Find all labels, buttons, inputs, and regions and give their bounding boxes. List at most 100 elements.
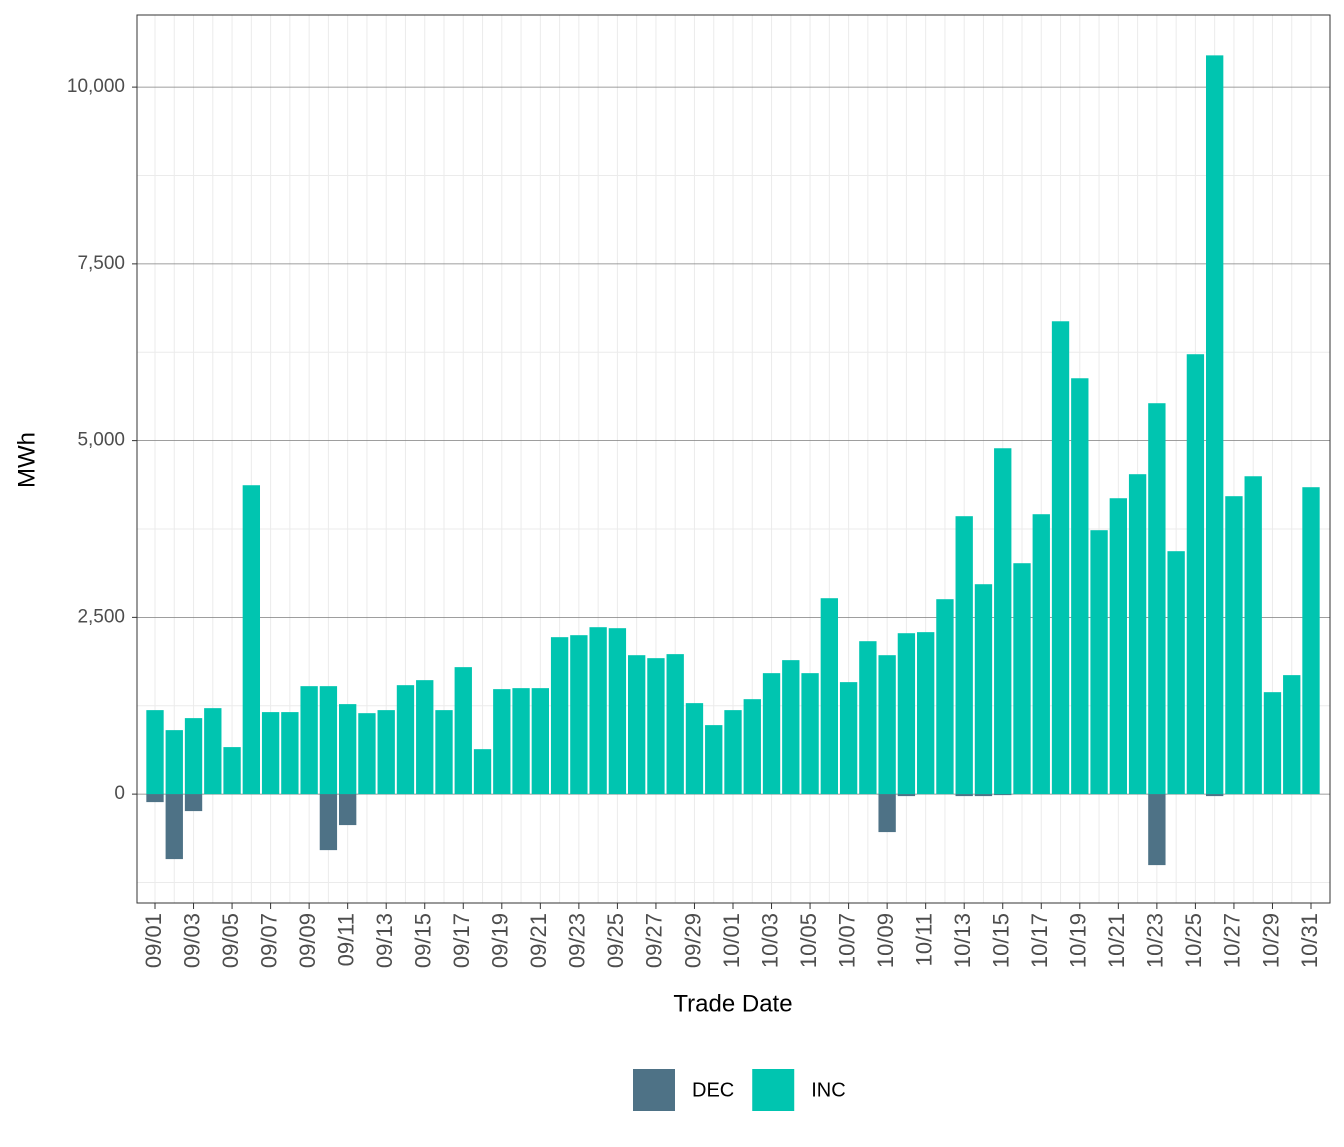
x-tick-label: 09/01 [141,913,166,968]
bar [165,730,183,795]
x-tick-label: 10/09 [873,913,898,968]
bar [1128,474,1147,795]
bar [1205,794,1224,797]
x-tick-label: 10/21 [1104,913,1129,968]
bar [994,794,1012,796]
bar [705,725,723,795]
bar [261,712,280,795]
bar [1283,675,1301,795]
bar [1205,55,1224,795]
bar [1013,563,1031,795]
bar [1148,794,1166,866]
bar [743,699,761,795]
bar [1225,496,1243,795]
bar [1302,487,1320,795]
bar [897,633,916,795]
bar [955,794,973,797]
bar [627,655,646,795]
bar [473,749,492,795]
bar [184,718,203,795]
x-tick-label: 10/25 [1181,913,1206,968]
x-axis-title: Trade Date [673,990,792,1017]
bar [1148,403,1166,795]
x-tick-label: 09/11 [333,913,358,966]
bar [570,635,588,795]
x-tick-label: 10/29 [1258,913,1283,968]
x-tick-label: 09/05 [218,913,243,968]
x-tick-label: 09/03 [179,913,204,968]
bar [1244,476,1262,795]
x-tick-label: 10/23 [1143,913,1168,968]
legend-label: INC [811,1079,845,1101]
bar [859,641,877,795]
bar [184,794,203,812]
bar [435,710,453,795]
bar [974,584,993,795]
x-tick-label: 09/23 [565,913,590,968]
bar [1051,321,1070,795]
y-axis-title: MWh [13,432,40,488]
bar [319,794,338,851]
x-tick-label: 10/01 [719,913,744,968]
x-tick-label: 09/09 [295,913,320,968]
x-tick-label: 09/13 [372,913,397,968]
bar [493,689,511,795]
bar [1167,551,1185,795]
bar [724,710,742,795]
bar [608,628,627,795]
legend-label: DEC [692,1079,734,1101]
bar [338,704,357,795]
bar [531,688,550,795]
bar [223,747,241,795]
bar [685,703,704,795]
x-tick-label: 10/13 [950,913,975,968]
y-tick-label: 10,000 [67,76,125,97]
bar [955,516,973,795]
y-tick-label: 2,500 [77,606,125,627]
x-tick-label: 09/19 [488,913,513,968]
bar [338,794,357,826]
legend-key [633,1069,675,1111]
x-tick-label: 09/27 [642,913,667,968]
x-tick-label: 10/31 [1297,913,1322,968]
legend-key [752,1069,795,1111]
bar [396,685,415,795]
bar [1071,378,1089,795]
bar [204,708,222,795]
bar [1186,354,1205,795]
panel-border [136,14,1331,904]
x-tick-label: 10/27 [1220,913,1245,968]
x-tick-label: 09/15 [411,913,436,968]
y-tick-label: 5,000 [77,430,125,451]
bar [242,485,261,795]
bar [146,710,164,795]
bar [146,794,164,803]
bar [647,658,665,795]
bar [762,673,781,795]
bar [377,710,395,795]
bar [358,713,376,795]
x-tick-label: 09/29 [680,913,705,968]
y-tick-label: 0 [114,783,125,804]
x-tick-label: 10/07 [834,913,859,968]
bar [916,632,935,795]
x-tick-label: 10/17 [1027,913,1052,968]
bar [994,448,1012,795]
bar [878,794,896,833]
bar [281,712,299,795]
bar [820,598,839,795]
x-tick-label: 10/19 [1066,913,1091,968]
x-tick-label: 09/21 [526,913,551,968]
bar [936,599,954,795]
bar [416,680,434,795]
x-tick-label: 09/17 [449,913,474,968]
bar [666,654,684,795]
bar [589,627,607,795]
bar [1032,514,1050,795]
bar [782,660,800,795]
bar [1263,692,1282,795]
bar [300,686,318,795]
bar [454,667,472,795]
x-tick-label: 09/07 [256,913,281,968]
bar [974,794,993,797]
